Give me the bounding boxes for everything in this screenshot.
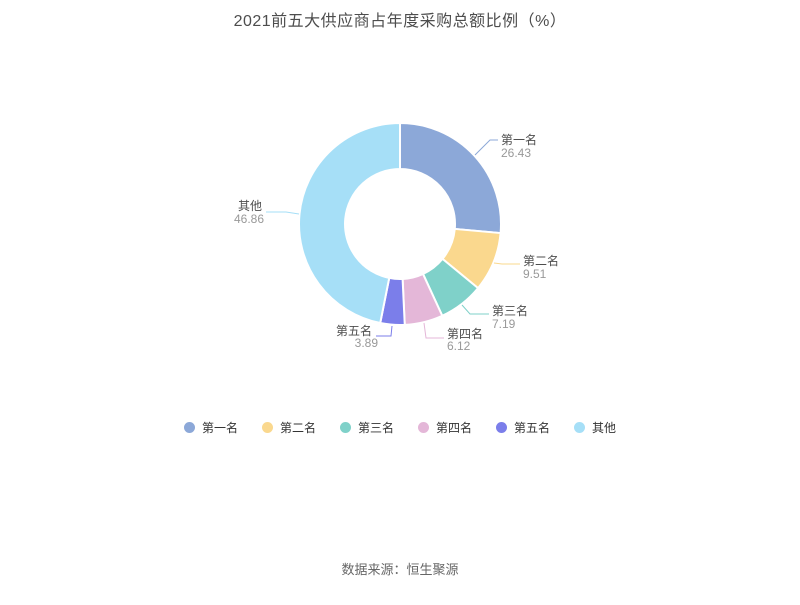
chart-title: 2021前五大供应商占年度采购总额比例（%） [233, 13, 567, 30]
slice-label-value-第三名: 7.19 [492, 317, 516, 331]
legend-swatch-rank3 [339, 422, 351, 433]
legend-label-rank3: 第三名 [357, 421, 394, 435]
legend-label-rank2: 第二名 [279, 421, 316, 435]
slice-label-value-第四名: 6.12 [447, 339, 471, 353]
slice-label-name-第三名: 第三名 [492, 303, 528, 318]
legend-swatch-rank5 [496, 422, 508, 433]
legend-swatch-others [574, 422, 586, 433]
slice-label-value-第五名: 3.89 [355, 336, 379, 350]
legend-label-others: 其他 [592, 421, 617, 435]
label-leader-line-第五名 [376, 325, 393, 337]
data-source-note: 数据来源：恒生聚源 [341, 562, 459, 577]
label-leader-line-其他 [266, 211, 300, 215]
legend-item-rank1[interactable]: 第一名 [183, 419, 238, 436]
slice-label-value-第一名: 26.43 [501, 146, 531, 160]
slice-label-name-第四名: 第四名 [447, 326, 483, 341]
slice-label-name-第五名: 第五名 [336, 323, 372, 338]
slice-label-value-第二名: 9.51 [523, 267, 547, 281]
legend-label-rank4: 第四名 [436, 421, 473, 435]
label-leader-line-第四名 [423, 322, 444, 339]
slice-label-name-第二名: 第二名 [523, 253, 559, 268]
legend-swatch-rank1 [183, 422, 195, 433]
legend-item-rank2[interactable]: 第二名 [261, 419, 316, 436]
label-leader-line-第一名 [474, 139, 498, 156]
legend-item-rank5[interactable]: 第五名 [496, 419, 550, 436]
legend-label-rank5: 第五名 [514, 421, 551, 435]
legend-item-others[interactable]: 其他 [574, 419, 616, 436]
legend-swatch-rank4 [418, 422, 429, 433]
label-leader-line-第二名 [493, 262, 520, 265]
slice-label-name-第一名: 第一名 [501, 132, 537, 147]
slice-label-name-其他: 其他 [238, 199, 262, 213]
legend-label-rank1: 第一名 [201, 421, 238, 435]
legend-item-rank4[interactable]: 第四名 [418, 419, 472, 436]
legend-swatch-rank2 [261, 422, 273, 433]
label-leader-line-第三名 [461, 304, 489, 315]
pie-segment-第一名[interactable] [399, 122, 502, 235]
slice-label-value-其他: 46.86 [234, 212, 264, 226]
legend-item-rank3[interactable]: 第三名 [339, 419, 394, 436]
legend: 第一名 第二名 第三名 第四名 第五名 其他 [0, 419, 800, 436]
pie-segment-其他[interactable] [298, 122, 401, 325]
